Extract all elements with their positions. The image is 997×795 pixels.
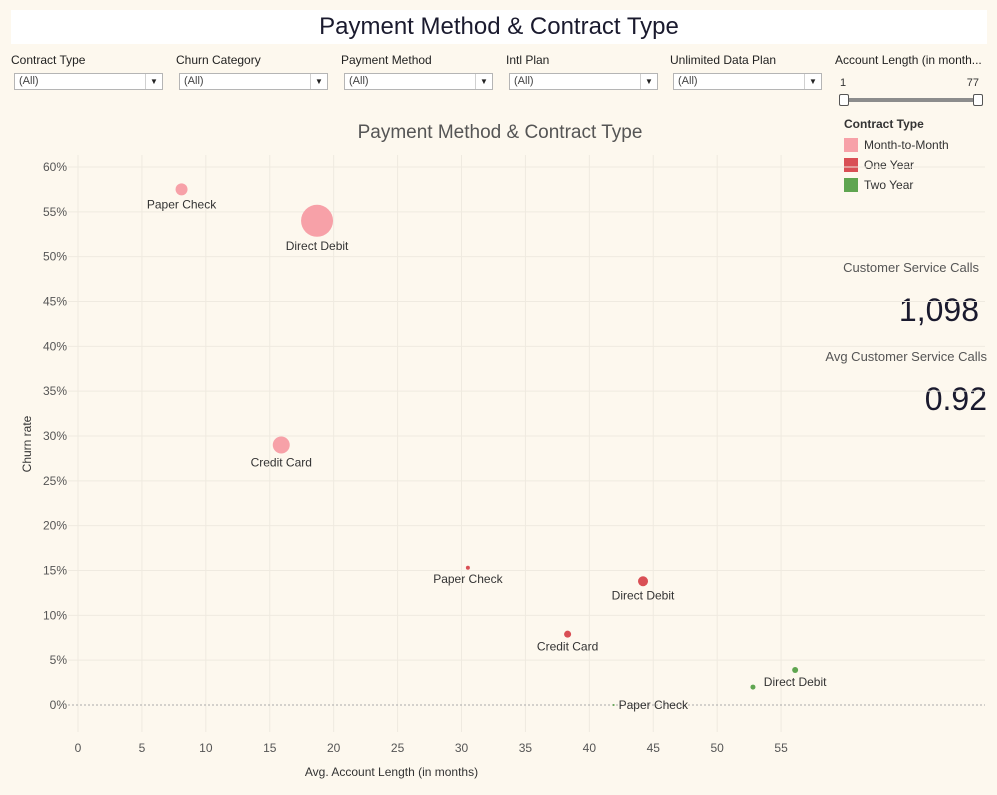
data-point[interactable] — [638, 576, 649, 587]
filter-label: Contract Type — [11, 53, 86, 67]
point-label: Credit Card — [537, 640, 598, 654]
x-axis-title: Avg. Account Length (in months) — [305, 765, 478, 779]
kpi-total-label: Customer Service Calls — [843, 260, 979, 275]
legend-item[interactable]: Month-to-Month — [844, 135, 949, 155]
data-point[interactable] — [272, 436, 290, 454]
y-tick-label: 55% — [43, 205, 67, 219]
y-tick-label: 45% — [43, 295, 67, 309]
filter-label: Payment Method — [341, 53, 432, 67]
y-tick-label: 20% — [43, 519, 67, 533]
data-points: Paper Check Direct Debit Credit Card Paper … — [147, 183, 827, 712]
filter-value: (All) — [514, 75, 534, 87]
x-tick-label: 0 — [75, 741, 82, 755]
chevron-down-icon[interactable]: ▼ — [310, 74, 327, 89]
grid — [68, 155, 985, 732]
filter-contract-type: Contract Type (All) ▼ — [11, 53, 164, 90]
slider-min-handle[interactable] — [839, 94, 849, 106]
y-tick-label: 10% — [43, 608, 67, 622]
x-tick-label: 35 — [519, 741, 533, 755]
point-label: Paper Check — [433, 572, 503, 586]
y-tick-label: 5% — [50, 653, 68, 667]
kpi-total-value: 1,098 — [898, 292, 979, 328]
point-label: Paper Check — [147, 197, 217, 211]
slider-min-value: 1 — [840, 77, 847, 89]
y-axis-title: Churn rate — [20, 415, 34, 472]
x-tick-label: 15 — [263, 741, 277, 755]
legend-title: Contract Type — [844, 117, 924, 131]
y-tick-label: 50% — [43, 250, 67, 264]
x-tick-label: 55 — [774, 741, 788, 755]
filter-value: (All) — [678, 75, 698, 87]
filter-unlimited-data-plan: Unlimited Data Plan (All) ▼ — [670, 53, 823, 90]
filter-dropdown[interactable]: (All) ▼ — [179, 73, 328, 90]
kpi-avg-label: Avg Customer Service Calls — [825, 349, 987, 364]
data-point[interactable] — [750, 684, 756, 690]
x-tick-label: 10 — [199, 741, 213, 755]
filter-value: (All) — [184, 75, 204, 87]
filter-dropdown[interactable]: (All) ▼ — [344, 73, 493, 90]
kpi-avg-value: 0.92 — [924, 381, 987, 417]
filter-dropdown[interactable]: (All) ▼ — [14, 73, 163, 90]
y-tick-label: 30% — [43, 429, 67, 443]
account-length-label: Account Length (in month... — [835, 53, 982, 67]
legend-label: Two Year — [864, 178, 914, 192]
point-label: Direct Debit — [764, 675, 827, 689]
chevron-down-icon[interactable]: ▼ — [640, 74, 657, 89]
point-label: Credit Card — [251, 455, 312, 469]
y-tick-label: 25% — [43, 474, 67, 488]
filter-churn-category: Churn Category (All) ▼ — [176, 53, 329, 90]
y-tick-label: 0% — [50, 698, 68, 712]
chevron-down-icon[interactable]: ▼ — [804, 74, 821, 89]
filter-value: (All) — [349, 75, 369, 87]
x-tick-label: 5 — [139, 741, 146, 755]
filter-intl-plan: Intl Plan (All) ▼ — [506, 53, 659, 90]
chevron-down-icon[interactable]: ▼ — [145, 74, 162, 89]
legend: Contract Type Month-to-Month One Year Tw… — [844, 117, 949, 195]
filter-label: Unlimited Data Plan — [670, 53, 777, 67]
x-tick-label: 50 — [710, 741, 724, 755]
data-point[interactable] — [301, 204, 334, 237]
point-label: Direct Debit — [612, 588, 675, 602]
filter-label: Churn Category — [176, 53, 261, 67]
slider-max-handle[interactable] — [973, 94, 983, 106]
filter-label: Intl Plan — [506, 53, 550, 67]
filter-payment-method: Payment Method (All) ▼ — [341, 53, 494, 90]
filter-dropdown[interactable]: (All) ▼ — [673, 73, 822, 90]
legend-swatch — [844, 138, 858, 152]
y-tick-label: 15% — [43, 564, 67, 578]
point-label: Direct Debit — [286, 239, 349, 253]
slider-values: 1 77 — [835, 77, 987, 91]
slider-track[interactable] — [839, 94, 983, 106]
y-tick-label: 40% — [43, 339, 67, 353]
point-label: Paper Check — [619, 698, 689, 712]
dashboard-title: Payment Method & Contract Type — [11, 10, 987, 44]
y-tick-label: 60% — [43, 160, 67, 174]
account-length-filter: Account Length (in month... 1 77 — [835, 53, 987, 106]
data-point[interactable] — [175, 183, 188, 196]
x-tick-label: 45 — [647, 741, 661, 755]
legend-item[interactable]: Two Year — [844, 175, 949, 195]
legend-item[interactable]: One Year — [844, 155, 949, 175]
data-point[interactable] — [612, 704, 615, 706]
y-tick-label: 35% — [43, 384, 67, 398]
legend-label: One Year — [864, 158, 915, 172]
x-tick-label: 40 — [583, 741, 597, 755]
slider-max-value: 77 — [966, 77, 979, 89]
legend-swatch — [844, 178, 858, 192]
chevron-down-icon[interactable]: ▼ — [475, 74, 492, 89]
data-point[interactable] — [564, 630, 572, 638]
x-tick-label: 20 — [327, 741, 341, 755]
filter-value: (All) — [19, 75, 39, 87]
legend-swatch — [844, 158, 858, 172]
legend-label: Month-to-Month — [864, 138, 949, 152]
data-point[interactable] — [465, 565, 470, 570]
filter-dropdown[interactable]: (All) ▼ — [509, 73, 658, 90]
data-point[interactable] — [792, 667, 799, 674]
x-tick-label: 30 — [455, 741, 469, 755]
axes: 0% 5% 10% 15% 20% 25% 30% 35% 40% 45% 50% 55% 60% 0 5 1… — [43, 160, 985, 755]
x-tick-label: 25 — [391, 741, 405, 755]
chart-title: Payment Method & Contract Type — [357, 122, 643, 143]
